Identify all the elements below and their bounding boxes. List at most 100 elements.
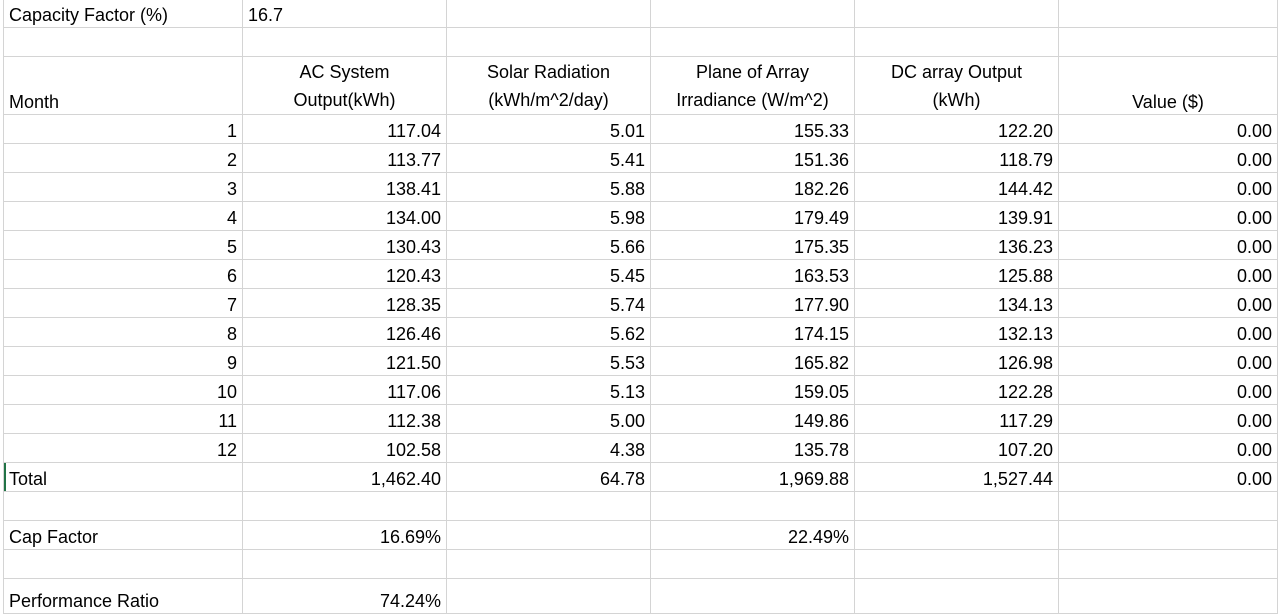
table-cell-solar[interactable]: 5.88 — [447, 173, 651, 202]
table-cell-ac[interactable]: 134.00 — [243, 202, 447, 231]
table-cell-month[interactable]: 8 — [4, 318, 243, 347]
table-cell-dc[interactable]: 118.79 — [855, 144, 1059, 173]
table-cell-poa[interactable]: 163.53 — [651, 260, 855, 289]
table-cell-poa[interactable]: 182.26 — [651, 173, 855, 202]
empty-cell[interactable] — [243, 492, 447, 521]
empty-cell[interactable] — [243, 28, 447, 57]
table-cell-poa[interactable]: 179.49 — [651, 202, 855, 231]
table-cell-value[interactable]: 0.00 — [1059, 347, 1278, 376]
total-poa[interactable]: 1,969.88 — [651, 463, 855, 492]
table-cell-solar[interactable]: 5.98 — [447, 202, 651, 231]
table-cell-value[interactable]: 0.00 — [1059, 318, 1278, 347]
table-cell-poa[interactable]: 159.05 — [651, 376, 855, 405]
empty-cell[interactable] — [1059, 550, 1278, 579]
table-cell-value[interactable]: 0.00 — [1059, 405, 1278, 434]
table-cell-ac[interactable]: 117.04 — [243, 115, 447, 144]
empty-cell[interactable] — [651, 550, 855, 579]
table-cell-month[interactable]: 7 — [4, 289, 243, 318]
total-label[interactable]: Total — [4, 463, 243, 492]
header-value[interactable]: Value ($) — [1059, 57, 1278, 115]
table-cell-solar[interactable]: 5.13 — [447, 376, 651, 405]
empty-cell[interactable] — [447, 492, 651, 521]
header-ac-output[interactable]: AC System Output(kWh) — [243, 57, 447, 115]
table-cell-month[interactable]: 5 — [4, 231, 243, 260]
table-cell-ac[interactable]: 130.43 — [243, 231, 447, 260]
table-cell-dc[interactable]: 136.23 — [855, 231, 1059, 260]
table-cell-dc[interactable]: 122.28 — [855, 376, 1059, 405]
capacity-factor-value[interactable]: 16.7 — [243, 0, 447, 28]
table-cell-poa[interactable]: 165.82 — [651, 347, 855, 376]
table-cell-value[interactable]: 0.00 — [1059, 231, 1278, 260]
table-cell-solar[interactable]: 5.45 — [447, 260, 651, 289]
table-cell-month[interactable]: 10 — [4, 376, 243, 405]
table-cell-value[interactable]: 0.00 — [1059, 202, 1278, 231]
table-cell-ac[interactable]: 128.35 — [243, 289, 447, 318]
empty-cell[interactable] — [4, 28, 243, 57]
header-dc-output[interactable]: DC array Output (kWh) — [855, 57, 1059, 115]
empty-cell[interactable] — [1059, 521, 1278, 550]
table-cell-month[interactable]: 1 — [4, 115, 243, 144]
table-cell-ac[interactable]: 102.58 — [243, 434, 447, 463]
table-cell-month[interactable]: 6 — [4, 260, 243, 289]
table-cell-poa[interactable]: 174.15 — [651, 318, 855, 347]
table-cell-ac[interactable]: 117.06 — [243, 376, 447, 405]
table-cell-value[interactable]: 0.00 — [1059, 376, 1278, 405]
table-cell-solar[interactable]: 5.62 — [447, 318, 651, 347]
table-cell-solar[interactable]: 5.00 — [447, 405, 651, 434]
empty-cell[interactable] — [447, 0, 651, 28]
table-cell-dc[interactable]: 132.13 — [855, 318, 1059, 347]
capacity-factor-label[interactable]: Capacity Factor (%) — [4, 0, 243, 28]
table-cell-value[interactable]: 0.00 — [1059, 260, 1278, 289]
table-cell-poa[interactable]: 155.33 — [651, 115, 855, 144]
empty-cell[interactable] — [1059, 492, 1278, 521]
empty-cell[interactable] — [651, 492, 855, 521]
empty-cell[interactable] — [855, 28, 1059, 57]
table-cell-dc[interactable]: 139.91 — [855, 202, 1059, 231]
table-cell-dc[interactable]: 144.42 — [855, 173, 1059, 202]
empty-cell[interactable] — [651, 0, 855, 28]
table-cell-dc[interactable]: 134.13 — [855, 289, 1059, 318]
empty-cell[interactable] — [447, 28, 651, 57]
table-cell-poa[interactable]: 135.78 — [651, 434, 855, 463]
cap-factor-poa[interactable]: 22.49% — [651, 521, 855, 550]
empty-cell[interactable] — [855, 550, 1059, 579]
empty-cell[interactable] — [855, 492, 1059, 521]
performance-ratio-ac[interactable]: 74.24% — [243, 579, 447, 614]
table-cell-dc[interactable]: 122.20 — [855, 115, 1059, 144]
table-cell-ac[interactable]: 121.50 — [243, 347, 447, 376]
table-cell-solar[interactable]: 5.01 — [447, 115, 651, 144]
empty-cell[interactable] — [855, 0, 1059, 28]
cap-factor-ac[interactable]: 16.69% — [243, 521, 447, 550]
table-cell-solar[interactable]: 5.53 — [447, 347, 651, 376]
table-cell-value[interactable]: 0.00 — [1059, 173, 1278, 202]
empty-cell[interactable] — [243, 550, 447, 579]
table-cell-value[interactable]: 0.00 — [1059, 289, 1278, 318]
table-cell-dc[interactable]: 126.98 — [855, 347, 1059, 376]
empty-cell[interactable] — [651, 28, 855, 57]
empty-cell[interactable] — [447, 550, 651, 579]
table-cell-month[interactable]: 4 — [4, 202, 243, 231]
header-month[interactable]: Month — [4, 57, 243, 115]
table-cell-value[interactable]: 0.00 — [1059, 434, 1278, 463]
table-cell-ac[interactable]: 126.46 — [243, 318, 447, 347]
table-cell-month[interactable]: 9 — [4, 347, 243, 376]
total-solar[interactable]: 64.78 — [447, 463, 651, 492]
table-cell-poa[interactable]: 177.90 — [651, 289, 855, 318]
table-cell-month[interactable]: 11 — [4, 405, 243, 434]
table-cell-poa[interactable]: 151.36 — [651, 144, 855, 173]
total-value[interactable]: 0.00 — [1059, 463, 1278, 492]
table-cell-ac[interactable]: 113.77 — [243, 144, 447, 173]
table-cell-value[interactable]: 0.00 — [1059, 144, 1278, 173]
empty-cell[interactable] — [1059, 28, 1278, 57]
empty-cell[interactable] — [1059, 0, 1278, 28]
empty-cell[interactable] — [447, 579, 651, 614]
empty-cell[interactable] — [855, 521, 1059, 550]
empty-cell[interactable] — [4, 492, 243, 521]
total-dc[interactable]: 1,527.44 — [855, 463, 1059, 492]
table-cell-dc[interactable]: 107.20 — [855, 434, 1059, 463]
table-cell-month[interactable]: 12 — [4, 434, 243, 463]
table-cell-dc[interactable]: 125.88 — [855, 260, 1059, 289]
table-cell-poa[interactable]: 149.86 — [651, 405, 855, 434]
table-cell-ac[interactable]: 120.43 — [243, 260, 447, 289]
empty-cell[interactable] — [855, 579, 1059, 614]
